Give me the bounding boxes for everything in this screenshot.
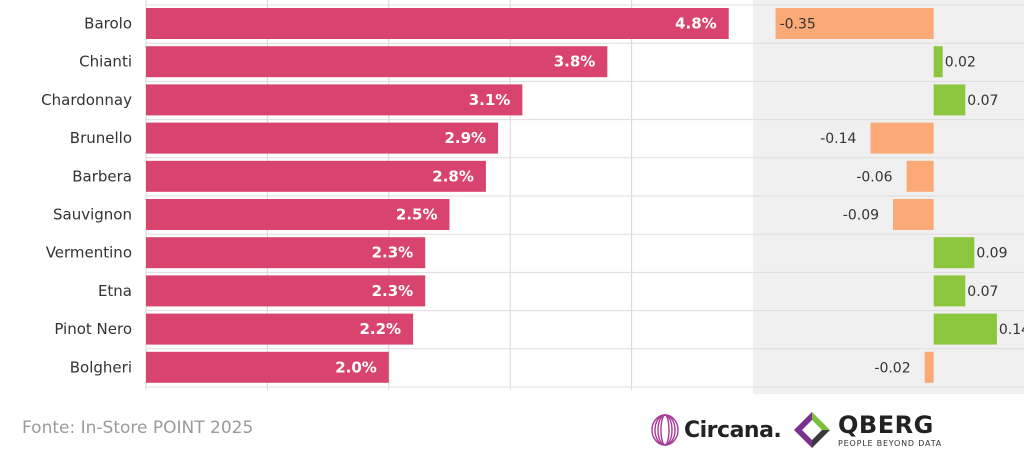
main-bars: 4.8% 3.8% 3.1% 2.9% 2.8% 2.5% 2.3% 2.3% 2.2% 2.0% (146, 8, 729, 383)
bar-barbera (146, 160, 486, 192)
delta-bar-vermentino (933, 237, 975, 269)
qberg-logo: QBERG PEOPLE BEYOND DATA (792, 406, 942, 454)
category-label: Bolgheri (70, 358, 132, 376)
delta-value-label: 0.14 (999, 322, 1024, 338)
bar-barolo (146, 8, 729, 39)
bar-value-label: 2.3% (372, 244, 414, 262)
delta-bar-pinot-nero (933, 313, 997, 345)
delta-value-label: 0.07 (967, 284, 998, 300)
qberg-wordmark: QBERG (838, 410, 934, 439)
bar-value-label: 2.0% (335, 358, 377, 376)
delta-value-label: -0.06 (856, 169, 892, 185)
category-labels: Barolo Chianti Chardonnay Brunello Barbera Sa… (41, 15, 132, 377)
bar-value-label: 2.8% (432, 167, 474, 185)
bar-etna (146, 275, 426, 307)
bar-value-label: 2.9% (444, 129, 486, 147)
delta-value-label: -0.09 (843, 208, 879, 224)
bar-pinot-nero (146, 313, 414, 345)
category-label: Pinot Nero (54, 320, 132, 338)
bar-value-label: 4.8% (675, 15, 717, 33)
delta-bar-brunello (870, 122, 934, 154)
circana-wordmark: Circana. (684, 417, 782, 443)
category-label: Etna (98, 282, 132, 300)
category-label: Barbera (72, 167, 132, 185)
delta-value-label: -0.35 (780, 17, 816, 33)
delta-bars: -0.35 0.02 0.07 -0.14 -0.06 -0.09 0.09 0.07 0.14… (775, 8, 1024, 383)
delta-bar-barolo (775, 8, 934, 39)
delta-value-label: 0.07 (967, 93, 998, 109)
bar-sauvignon (146, 199, 450, 230)
category-label: Barolo (84, 15, 132, 33)
delta-bar-etna (933, 275, 966, 307)
delta-bar-barbera (906, 160, 934, 192)
category-label: Chardonnay (41, 91, 132, 109)
chart: 4.8% 3.8% 3.1% 2.9% 2.8% 2.5% 2.3% 2.3% 2.2% 2.0%… (41, 0, 1024, 394)
bar-chardonnay (146, 84, 523, 116)
delta-value-label: 0.09 (976, 246, 1007, 262)
source-note: Fonte: In-Store POINT 2025 (22, 418, 254, 438)
category-label: Vermentino (46, 244, 132, 262)
bar-value-label: 3.8% (554, 53, 596, 71)
circana-logo: Circana. (650, 410, 782, 450)
delta-bar-sauvignon (893, 199, 934, 230)
delta-bar-chardonnay (933, 84, 966, 116)
bar-brunello (146, 122, 499, 154)
delta-bar-bolgheri (924, 351, 934, 383)
category-label: Brunello (70, 129, 132, 147)
delta-value-label: -0.02 (874, 360, 910, 376)
bar-value-label: 2.3% (372, 282, 414, 300)
bar-bolgheri (146, 351, 389, 383)
category-label: Sauvignon (53, 206, 132, 224)
delta-bar-chianti (933, 46, 943, 78)
qberg-logo-icon (794, 412, 830, 448)
delta-value-label: 0.02 (945, 55, 976, 71)
circana-logo-icon (651, 414, 679, 446)
bar-vermentino (146, 237, 426, 269)
bar-value-label: 3.1% (469, 91, 511, 109)
delta-value-label: -0.14 (820, 131, 856, 147)
category-label: Chianti (79, 53, 132, 71)
qberg-tagline: PEOPLE BEYOND DATA (838, 438, 943, 448)
bar-value-label: 2.5% (396, 206, 438, 224)
bar-chianti (146, 46, 608, 78)
bar-value-label: 2.2% (359, 320, 401, 338)
